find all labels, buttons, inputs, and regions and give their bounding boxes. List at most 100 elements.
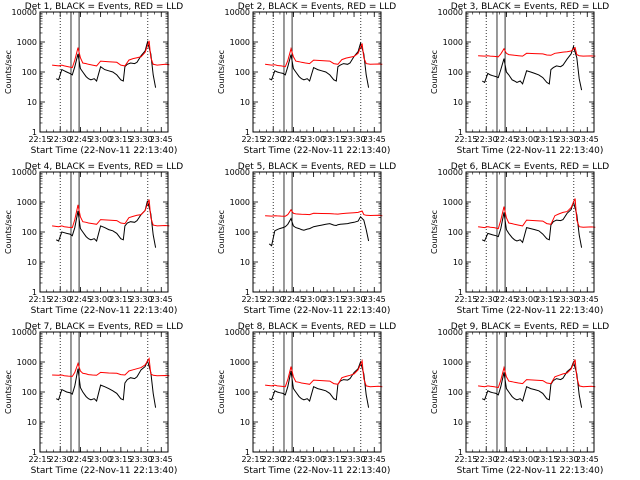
x-tick-label: 23:00 <box>302 455 325 464</box>
x-tick-label: 23:30 <box>130 295 153 304</box>
lld-series-line <box>52 199 170 229</box>
events-series-line <box>268 360 370 408</box>
x-tick-label: 23:45 <box>150 135 173 144</box>
y-tick-label: 10 <box>453 258 463 267</box>
y-tick-label: 100 <box>235 68 250 77</box>
x-tick-label: 22:45 <box>282 135 305 144</box>
events-series-line <box>55 359 157 408</box>
y-tick-label: 1 <box>245 448 250 457</box>
panel-title: Det 8, BLACK = Events, RED = LLD <box>238 322 397 332</box>
y-axis-label: Counts/sec <box>4 210 13 254</box>
x-tick-label: 22:15 <box>454 295 477 304</box>
y-tick-label: 1000 <box>443 358 463 367</box>
y-axis-label: Counts/sec <box>4 50 13 94</box>
x-tick-label: 22:15 <box>241 295 264 304</box>
y-tick-label: 100 <box>448 228 463 237</box>
x-tick-label: 23:30 <box>556 455 579 464</box>
x-tick-label: 23:45 <box>576 455 599 464</box>
y-tick-label: 100 <box>448 388 463 397</box>
x-axis-label: Start Time (22-Nov-11 22:13:40) <box>244 306 391 316</box>
y-tick-label: 10000 <box>438 8 463 17</box>
x-tick-label: 23:30 <box>556 295 579 304</box>
x-tick-label: 23:45 <box>363 295 386 304</box>
panel-title: Det 3, BLACK = Events, RED = LLD <box>451 2 610 12</box>
plot-frame <box>252 11 382 133</box>
x-tick-label: 22:30 <box>475 135 498 144</box>
x-tick-label: 23:45 <box>576 295 599 304</box>
x-tick-label: 23:00 <box>89 455 112 464</box>
y-tick-label: 10000 <box>225 168 250 177</box>
panel-det-6: Det 6, BLACK = Events, RED = LLD Counts/s… <box>430 162 609 316</box>
panel-title: Det 4, BLACK = Events, RED = LLD <box>25 162 184 172</box>
y-tick-label: 1000 <box>443 198 463 207</box>
y-tick-label: 1 <box>245 288 250 297</box>
lld-series-line <box>265 43 383 68</box>
x-tick-label: 23:15 <box>109 135 132 144</box>
plot-frame <box>465 171 595 293</box>
lld-series-line <box>265 358 383 388</box>
x-axis-label: Start Time (22-Nov-11 22:13:40) <box>244 466 391 476</box>
y-tick-label: 1000 <box>230 358 250 367</box>
x-tick-label: 23:15 <box>535 135 558 144</box>
x-tick-label: 22:15 <box>454 455 477 464</box>
x-tick-label: 22:15 <box>28 455 51 464</box>
y-tick-label: 1000 <box>17 198 37 207</box>
lld-series-line <box>52 357 170 377</box>
y-tick-label: 100 <box>448 68 463 77</box>
x-tick-label: 23:45 <box>363 455 386 464</box>
lld-series-line <box>478 46 596 58</box>
y-axis-label: Counts/sec <box>430 370 439 414</box>
panel-title: Det 6, BLACK = Events, RED = LLD <box>451 162 610 172</box>
panel-det-5: Det 5, BLACK = Events, RED = LLD Counts/s… <box>217 162 396 316</box>
panel-det-9: Det 9, BLACK = Events, RED = LLD Counts/s… <box>430 322 609 476</box>
panel-title: Det 2, BLACK = Events, RED = LLD <box>238 2 397 12</box>
x-tick-label: 23:00 <box>302 135 325 144</box>
y-tick-label: 1 <box>458 288 463 297</box>
y-axis-label: Counts/sec <box>217 370 226 414</box>
x-tick-label: 22:30 <box>475 455 498 464</box>
y-tick-label: 1 <box>32 448 37 457</box>
x-tick-label: 23:00 <box>515 135 538 144</box>
y-tick-label: 1000 <box>443 38 463 47</box>
x-tick-label: 23:15 <box>322 295 345 304</box>
plot-frame <box>39 331 169 453</box>
x-tick-label: 23:15 <box>322 455 345 464</box>
x-tick-label: 23:30 <box>556 135 579 144</box>
y-tick-label: 10 <box>453 418 463 427</box>
x-tick-label: 23:45 <box>150 295 173 304</box>
panel-det-7: Det 7, BLACK = Events, RED = LLD Counts/s… <box>4 322 183 476</box>
y-axis-label: Counts/sec <box>4 370 13 414</box>
panel-title: Det 7, BLACK = Events, RED = LLD <box>25 322 184 332</box>
x-tick-label: 23:15 <box>109 455 132 464</box>
panel-title: Det 1, BLACK = Events, RED = LLD <box>25 2 184 12</box>
x-tick-label: 22:45 <box>69 295 92 304</box>
y-axis-label: Counts/sec <box>430 210 439 254</box>
x-tick-label: 22:30 <box>475 295 498 304</box>
y-tick-label: 1000 <box>17 38 37 47</box>
panel-det-3: Det 3, BLACK = Events, RED = LLD Counts/s… <box>430 2 609 156</box>
x-axis-label: Start Time (22-Nov-11 22:13:40) <box>31 466 178 476</box>
y-axis-label: Counts/sec <box>430 50 439 94</box>
y-tick-label: 1 <box>32 128 37 137</box>
events-series-line <box>268 215 370 247</box>
y-tick-label: 10 <box>27 258 37 267</box>
y-tick-label: 1 <box>32 288 37 297</box>
x-tick-label: 22:30 <box>262 135 285 144</box>
y-tick-label: 10000 <box>12 328 37 337</box>
x-axis-label: Start Time (22-Nov-11 22:13:40) <box>457 466 604 476</box>
plot-frame <box>39 171 169 293</box>
y-tick-label: 100 <box>235 228 250 237</box>
x-tick-label: 23:30 <box>130 135 153 144</box>
y-tick-label: 100 <box>22 68 37 77</box>
x-tick-label: 23:30 <box>343 455 366 464</box>
x-tick-label: 22:45 <box>282 295 305 304</box>
events-series-line <box>268 41 370 88</box>
x-tick-label: 23:15 <box>322 135 345 144</box>
y-tick-label: 100 <box>235 388 250 397</box>
x-tick-label: 22:45 <box>69 455 92 464</box>
y-tick-label: 100 <box>22 388 37 397</box>
x-axis-label: Start Time (22-Nov-11 22:13:40) <box>31 306 178 316</box>
y-tick-label: 1000 <box>230 198 250 207</box>
x-tick-label: 23:00 <box>89 135 112 144</box>
events-series-line <box>481 200 583 248</box>
